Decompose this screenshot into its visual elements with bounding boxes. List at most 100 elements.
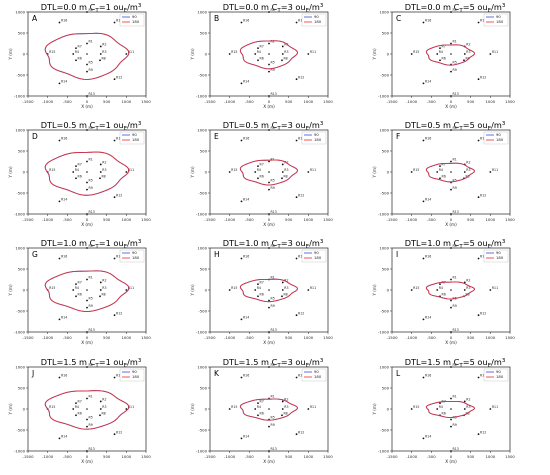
receptor-R11 — [489, 289, 492, 291]
receptor-label: R2 — [466, 161, 470, 165]
x-tick-label: 0 — [86, 217, 89, 222]
receptor-label: R13 — [453, 210, 459, 214]
y-tick-label: -500 — [198, 308, 207, 313]
x-axis-label: X (m) — [445, 104, 457, 109]
source-point — [86, 289, 88, 291]
receptor-R14 — [422, 318, 425, 321]
receptor-label: R4 — [439, 50, 443, 54]
receptor-label: R16 — [243, 255, 249, 259]
receptor-R12 — [295, 314, 298, 317]
x-tick-label: 500 — [467, 217, 475, 222]
receptor-label: R9 — [89, 423, 93, 427]
receptor-R4 — [72, 408, 75, 410]
x-tick-label: 500 — [285, 335, 293, 340]
y-tick-label: 500 — [382, 385, 390, 390]
panel-E: DTL=0.5 m CT=3 ouE/m3-1500 -1000 -500 0 500 1… — [190, 120, 333, 227]
receptor-label: R14 — [425, 198, 431, 202]
receptor-R8 — [99, 295, 101, 298]
x-tick-label: -1500 — [22, 217, 34, 222]
receptor-label: R12 — [116, 430, 122, 434]
receptor-R2 — [463, 281, 466, 284]
panel-title: DTL=0.5 m CT=5 ouE/m3 — [405, 120, 506, 132]
y-tick-label: -1000 — [14, 93, 26, 98]
receptor-label: R13 — [271, 210, 277, 214]
receptor-R0 — [86, 11, 88, 13]
receptor-R13 — [268, 331, 270, 333]
contour-180 — [44, 32, 130, 80]
receptor-label: R6 — [77, 293, 81, 297]
x-tick-label: -500 — [427, 335, 436, 340]
receptor-R5 — [268, 181, 270, 184]
receptor-R2 — [281, 45, 284, 48]
receptor-label: R5 — [453, 179, 457, 183]
receptor-label: R6 — [441, 175, 445, 179]
receptor-label: R2 — [466, 398, 470, 402]
y-tick-label: 0 — [387, 406, 390, 411]
x-tick-label: -1500 — [22, 99, 34, 104]
receptor-label: R15 — [413, 405, 419, 409]
receptor-R4 — [72, 289, 75, 291]
receptor-label: R0 — [453, 126, 457, 130]
x-tick-label: 500 — [285, 454, 293, 459]
receptor-label: R14 — [425, 80, 431, 84]
receptor-label: R9 — [89, 304, 93, 308]
panel-letter: C — [396, 14, 401, 23]
receptor-R3 — [463, 289, 466, 291]
receptor-label: R5 — [89, 179, 93, 183]
receptor-R10 — [295, 21, 298, 24]
x-tick-label: -1000 — [42, 99, 54, 104]
receptor-R10 — [477, 376, 480, 379]
receptor-label: R1 — [453, 158, 457, 162]
receptor-R5 — [450, 299, 452, 302]
receptor-R12 — [113, 314, 116, 317]
receptor-R9 — [450, 306, 452, 309]
x-axis-label: X (m) — [263, 340, 275, 345]
x-tick-label: -1500 — [22, 335, 34, 340]
y-tick-label: -1000 — [196, 93, 208, 98]
legend-label-180: 180 — [132, 19, 140, 24]
receptor-label: R3 — [102, 286, 106, 290]
receptor-label: R5 — [271, 179, 275, 183]
receptor-R13 — [450, 450, 452, 452]
receptor-R0 — [268, 366, 270, 368]
receptor-label: R8 — [101, 57, 105, 61]
y-tick-label: 0 — [387, 287, 390, 292]
legend-label-180: 180 — [314, 137, 322, 142]
x-tick-label: -500 — [245, 217, 254, 222]
y-tick-label: 1000 — [15, 127, 25, 132]
receptor-label: R7 — [77, 44, 81, 48]
receptor-R1 — [450, 397, 452, 400]
receptor-label: R11 — [492, 50, 498, 54]
receptor-R10 — [477, 257, 480, 260]
source-point — [450, 53, 452, 55]
panel-letter: A — [32, 14, 38, 23]
receptor-R16 — [422, 257, 425, 260]
receptor-R12 — [113, 78, 116, 81]
receptor-label: R7 — [259, 399, 263, 403]
y-tick-label: 500 — [382, 266, 390, 271]
legend-label-90: 90 — [314, 132, 319, 137]
receptor-R6 — [439, 59, 441, 62]
receptor-label: R3 — [466, 50, 470, 54]
receptor-label: R5 — [271, 297, 275, 301]
receptor-label: R6 — [441, 293, 445, 297]
legend-label-180: 180 — [132, 255, 140, 260]
y-tick-label: 0 — [205, 51, 208, 56]
receptor-label: R10 — [116, 374, 122, 378]
x-tick-label: -1500 — [204, 335, 216, 340]
receptor-label: R11 — [492, 286, 498, 290]
receptor-label: R1 — [89, 158, 93, 162]
receptor-label: R2 — [102, 279, 106, 283]
receptor-label: R0 — [453, 363, 457, 367]
receptor-R11 — [125, 171, 128, 173]
receptor-R12 — [295, 78, 298, 81]
panel-K: DTL=1.5 m CT=3 ouE/m3-1500 -1000 -500 0 500 1… — [190, 357, 333, 464]
receptor-R7 — [75, 165, 77, 168]
receptor-R2 — [463, 400, 466, 403]
receptor-R0 — [268, 129, 270, 131]
receptor-label: R9 — [89, 68, 93, 72]
receptor-label: R15 — [231, 286, 237, 290]
x-tick-label: -1000 — [406, 217, 418, 222]
y-tick-label: 1000 — [379, 127, 389, 132]
